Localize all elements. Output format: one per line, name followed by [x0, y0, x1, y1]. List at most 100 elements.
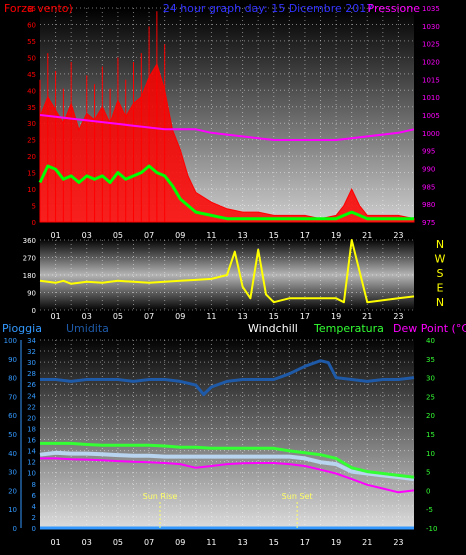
wind-y-tick: 25 — [27, 137, 36, 145]
rain-y-tick: 70 — [8, 393, 17, 401]
temperature-line — [40, 441, 415, 479]
rain-y-tick: 100 — [4, 337, 17, 345]
humidity-line — [40, 359, 415, 396]
temperature-x-tick: 21 — [362, 538, 372, 547]
temperature-y-tick: 30 — [426, 375, 435, 383]
rain-y-tick: 50 — [8, 431, 17, 439]
pressure-y-tick: 1005 — [422, 112, 440, 120]
direction-x-tick: 19 — [331, 312, 341, 321]
direction-x-tick: 21 — [362, 312, 372, 321]
pressure-y-tick: 975 — [422, 219, 435, 227]
direction-y-tick: 90 — [27, 290, 36, 298]
humidity-y-tick: 26 — [27, 381, 36, 389]
pressure-label: Pressione — [368, 2, 421, 15]
wind-y-tick: 50 — [27, 54, 36, 62]
pressure-y-tick: 1015 — [422, 76, 440, 84]
humidity-label: Umidita — [66, 322, 109, 335]
wind-y-tick: 15 — [27, 170, 36, 178]
wind-x-tick: 17 — [300, 231, 310, 240]
direction-y-tick: 180 — [23, 272, 36, 280]
wind-x-tick: 01 — [50, 231, 60, 240]
rain-y-tick: 10 — [8, 506, 17, 514]
temperature-y-tick: -5 — [426, 506, 433, 514]
wind-label: Forza vento) — [4, 2, 73, 15]
temperature-label: Temperatura — [313, 322, 384, 335]
temperature-y-tick: 10 — [426, 450, 435, 458]
wind-x-tick: 05 — [113, 231, 123, 240]
windchill-line — [39, 450, 415, 482]
dewpoint-label: Dew Point (°C) — [393, 322, 466, 335]
rain-y-tick: 90 — [8, 356, 17, 364]
compass-label: N — [436, 238, 444, 251]
wind-y-tick: 60 — [27, 21, 36, 29]
pressure-y-tick: 1025 — [422, 41, 440, 49]
temperature-x-tick: 07 — [144, 538, 154, 547]
humidity-y-tick: 32 — [27, 348, 36, 356]
temperature-x-tick: 23 — [393, 538, 403, 547]
direction-x-tick: 09 — [175, 312, 185, 321]
rain-y-tick: 60 — [8, 412, 17, 420]
humidity-y-tick: 28 — [27, 370, 36, 378]
wind-x-tick: 15 — [269, 231, 279, 240]
temperature-x-tick: 05 — [113, 538, 123, 547]
wind-y-tick: 0 — [32, 219, 36, 227]
humidity-y-tick: 24 — [27, 392, 36, 400]
wind-y-tick: 10 — [27, 186, 36, 194]
rain-y-tick: 30 — [8, 469, 17, 477]
rain-y-tick: 0 — [13, 525, 17, 533]
wind-x-tick: 03 — [82, 231, 92, 240]
wind-y-tick: 5 — [32, 203, 36, 211]
wind-x-tick: 11 — [206, 231, 216, 240]
temperature-x-tick: 03 — [82, 538, 92, 547]
compass-label: E — [437, 282, 444, 295]
humidity-y-tick: 16 — [27, 437, 36, 445]
direction-y-tick: 360 — [23, 237, 36, 245]
wind-x-tick: 23 — [393, 231, 403, 240]
humidity-y-tick: 10 — [27, 470, 36, 478]
pressure-line — [39, 114, 415, 141]
temperature-y-tick: 40 — [426, 337, 435, 345]
wind-x-tick: 19 — [331, 231, 341, 240]
temperature-y-tick: 25 — [426, 393, 435, 401]
wind-y-tick: 45 — [27, 71, 36, 79]
wind-x-tick: 13 — [237, 231, 247, 240]
pressure-y-tick: 1000 — [422, 130, 440, 138]
temperature-x-tick: 09 — [175, 538, 185, 547]
temperature-x-tick: 17 — [300, 538, 310, 547]
temperature-x-tick: 11 — [206, 538, 216, 547]
sunset-label: Sun Set — [282, 492, 313, 501]
compass-label: W — [435, 253, 446, 266]
humidity-y-tick: 0 — [32, 525, 36, 533]
humidity-y-tick: 34 — [27, 337, 36, 345]
wind-x-tick: 07 — [144, 231, 154, 240]
direction-x-tick: 11 — [206, 312, 216, 321]
direction-y-tick: 0 — [32, 307, 36, 315]
compass-label: S — [437, 267, 444, 280]
direction-x-tick: 13 — [237, 312, 247, 321]
wind-direction-line — [39, 239, 415, 304]
temperature-x-tick: 15 — [269, 538, 279, 547]
temperature-y-tick: 20 — [426, 412, 435, 420]
direction-x-tick: 23 — [393, 312, 403, 321]
temperature-panel-background — [40, 340, 414, 528]
direction-x-tick: 15 — [269, 312, 279, 321]
humidity-y-tick: 6 — [32, 492, 37, 500]
rain-label: Pioggia — [2, 322, 42, 335]
pressure-y-tick: 1035 — [422, 5, 440, 13]
rain-y-tick: 80 — [8, 375, 17, 383]
windchill-label: Windchill — [248, 322, 298, 335]
wind-average-line — [38, 164, 414, 221]
wind-y-tick: 35 — [27, 104, 36, 112]
humidity-y-tick: 4 — [32, 503, 37, 511]
temperature-y-tick: -10 — [426, 525, 437, 533]
compass-label: N — [436, 296, 444, 309]
direction-x-tick: 01 — [50, 312, 60, 321]
temperature-y-tick: 5 — [426, 469, 430, 477]
temperature-x-tick: 19 — [331, 538, 341, 547]
direction-x-tick: 17 — [300, 312, 310, 321]
wind-y-tick: 20 — [27, 153, 36, 161]
pressure-y-tick: 1030 — [422, 23, 440, 31]
humidity-y-tick: 8 — [32, 481, 36, 489]
graph-title: 24 hour graph day: 15 Dicembre 2017 — [163, 2, 374, 15]
humidity-y-tick: 12 — [27, 459, 36, 467]
